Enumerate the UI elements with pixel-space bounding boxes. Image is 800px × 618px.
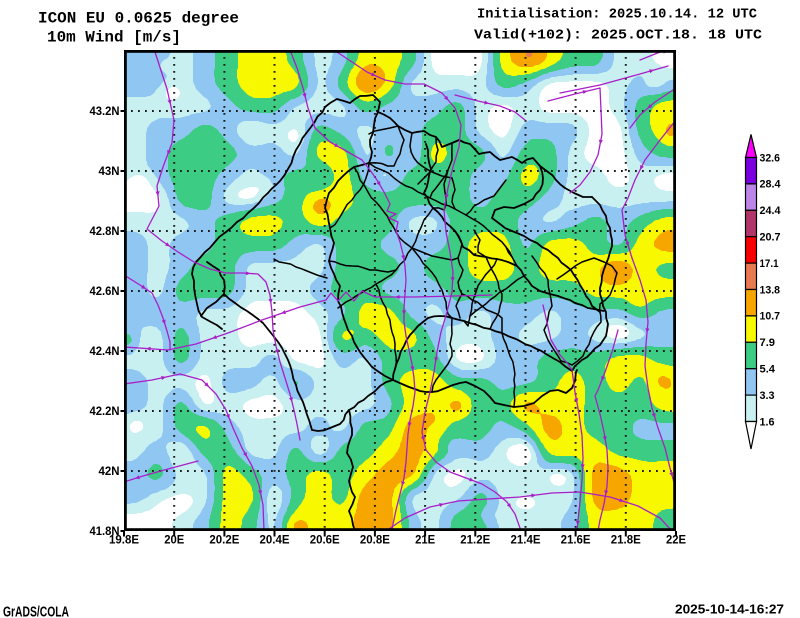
svg-text:Valid(+102): 2025.OCT.18. 18 U: Valid(+102): 2025.OCT.18. 18 UTC bbox=[474, 28, 762, 43]
svg-text:10m Wind [m/s]: 10m Wind [m/s] bbox=[47, 28, 181, 46]
svg-text:42.2N: 42.2N bbox=[90, 404, 120, 418]
svg-text:20.2E: 20.2E bbox=[209, 533, 239, 547]
svg-text:21E: 21E bbox=[415, 533, 435, 547]
svg-text:5.4: 5.4 bbox=[760, 364, 776, 376]
svg-text:21.2E: 21.2E bbox=[460, 533, 490, 547]
svg-text:28.4: 28.4 bbox=[760, 179, 781, 191]
svg-text:17.1: 17.1 bbox=[760, 258, 779, 270]
svg-text:2025-10-14-16:27: 2025-10-14-16:27 bbox=[675, 603, 784, 617]
svg-text:20.7: 20.7 bbox=[760, 232, 781, 244]
svg-text:20.4E: 20.4E bbox=[260, 533, 290, 547]
svg-text:43N: 43N bbox=[99, 164, 120, 178]
svg-text:43.2N: 43.2N bbox=[90, 104, 120, 118]
svg-text:GrADS/COLA: GrADS/COLA bbox=[3, 604, 69, 618]
svg-text:1.6: 1.6 bbox=[760, 416, 775, 428]
svg-text:21.8E: 21.8E bbox=[611, 533, 641, 547]
svg-text:22E: 22E bbox=[666, 533, 686, 547]
svg-text:42N: 42N bbox=[99, 464, 120, 478]
svg-text:32.6: 32.6 bbox=[760, 152, 780, 164]
svg-text:41.8N: 41.8N bbox=[90, 524, 120, 538]
svg-text:21.6E: 21.6E bbox=[561, 533, 591, 547]
svg-text:21.4E: 21.4E bbox=[511, 533, 541, 547]
svg-text:20.8E: 20.8E bbox=[360, 533, 390, 547]
svg-text:42.8N: 42.8N bbox=[90, 224, 120, 238]
svg-text:20.6E: 20.6E bbox=[310, 533, 340, 547]
svg-text:ICON EU 0.0625 degree: ICON EU 0.0625 degree bbox=[38, 9, 239, 27]
svg-text:19.8E: 19.8E bbox=[109, 533, 139, 547]
svg-text:13.8: 13.8 bbox=[760, 284, 781, 296]
svg-text:24.4: 24.4 bbox=[760, 205, 781, 217]
svg-text:7.9: 7.9 bbox=[760, 337, 776, 349]
svg-text:3.3: 3.3 bbox=[760, 390, 775, 402]
svg-text:10.7: 10.7 bbox=[760, 311, 781, 323]
svg-text:20E: 20E bbox=[164, 533, 184, 547]
svg-text:42.6N: 42.6N bbox=[90, 284, 120, 298]
svg-text:42.4N: 42.4N bbox=[90, 344, 120, 358]
svg-text:Initialisation: 2025.10.14. 12: Initialisation: 2025.10.14. 12 UTC bbox=[477, 8, 757, 23]
